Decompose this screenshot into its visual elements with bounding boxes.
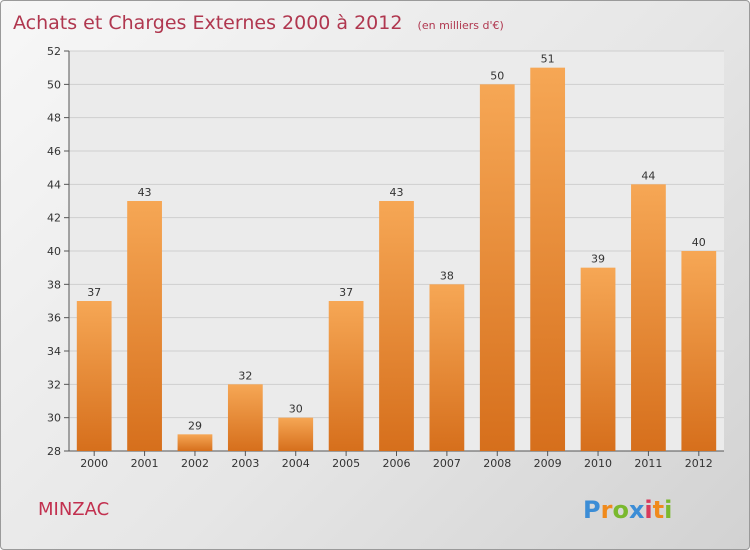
- y-tick-label: 36: [47, 312, 61, 325]
- x-tick-label: 2005: [332, 457, 360, 470]
- bar-2001: [127, 201, 162, 451]
- x-tick-label: 2011: [634, 457, 662, 470]
- x-tick-label: 2007: [433, 457, 461, 470]
- y-tick-label: 38: [47, 278, 61, 291]
- x-tick-label: 2003: [231, 457, 259, 470]
- x-tick-label: 2000: [80, 457, 108, 470]
- y-tick-label: 28: [47, 445, 61, 458]
- y-tick-label: 42: [47, 212, 61, 225]
- logo-letter: x: [629, 496, 645, 524]
- bar-2003: [227, 384, 263, 451]
- y-tick-label: 52: [47, 45, 61, 58]
- data-label: 43: [390, 186, 404, 199]
- bar-2010: [580, 267, 616, 451]
- x-tick-label: 2008: [483, 457, 511, 470]
- y-tick-label: 32: [47, 378, 61, 391]
- x-tick-label: 2009: [534, 457, 562, 470]
- logo-letter: i: [644, 496, 652, 524]
- plot-area: 28 30 32 34 36 38 40 42 44 46 48 50 52 37 2000 43 2001 29…: [47, 45, 724, 470]
- commune-name: MINZAC: [38, 499, 109, 520]
- bar-2000: [76, 301, 112, 451]
- proxiti-logo: Proxiti: [583, 496, 672, 524]
- x-tick-label: 2001: [131, 457, 159, 470]
- data-label: 44: [641, 169, 655, 182]
- bar-2004: [278, 417, 314, 451]
- y-tick-label: 46: [47, 145, 61, 158]
- data-label: 30: [289, 403, 303, 416]
- data-label: 51: [541, 53, 555, 66]
- bar-2002: [177, 434, 213, 451]
- x-tick-label: 2010: [584, 457, 612, 470]
- data-label: 29: [188, 419, 202, 432]
- bar-2008: [479, 84, 515, 451]
- data-label: 37: [339, 286, 353, 299]
- bar-2011: [631, 184, 666, 452]
- data-label: 37: [87, 286, 101, 299]
- chart-title-group: Achats et Charges Externes 2000 à 2012 (…: [13, 12, 504, 34]
- bar-2007: [429, 284, 465, 451]
- chart-subtitle: (en milliers d'€): [418, 19, 504, 32]
- x-tick-label: 2002: [181, 457, 209, 470]
- logo-letter: P: [583, 496, 601, 524]
- x-tick-label: 2012: [685, 457, 713, 470]
- data-label: 32: [238, 369, 252, 382]
- x-tick-label: 2006: [383, 457, 411, 470]
- data-label: 40: [692, 236, 706, 249]
- bar-2005: [328, 301, 364, 451]
- bar-2006: [379, 201, 414, 451]
- logo-letter: r: [601, 496, 613, 524]
- y-tick-label: 40: [47, 245, 61, 258]
- bar-2012: [681, 251, 717, 451]
- y-tick-label: 34: [47, 345, 61, 358]
- chart-title: Achats et Charges Externes 2000 à 2012: [13, 12, 402, 34]
- logo-letter: t: [653, 496, 664, 524]
- logo-letter: o: [612, 496, 629, 524]
- bar-2009: [530, 67, 566, 452]
- data-label: 50: [490, 69, 504, 82]
- data-label: 43: [138, 186, 152, 199]
- y-tick-label: 50: [47, 78, 61, 91]
- y-tick-label: 44: [47, 178, 61, 191]
- logo-letter: i: [664, 496, 672, 524]
- x-tick-label: 2004: [282, 457, 310, 470]
- data-label: 39: [591, 253, 605, 266]
- data-label: 38: [440, 269, 454, 282]
- y-tick-label: 30: [47, 412, 61, 425]
- y-tick-label: 48: [47, 112, 61, 125]
